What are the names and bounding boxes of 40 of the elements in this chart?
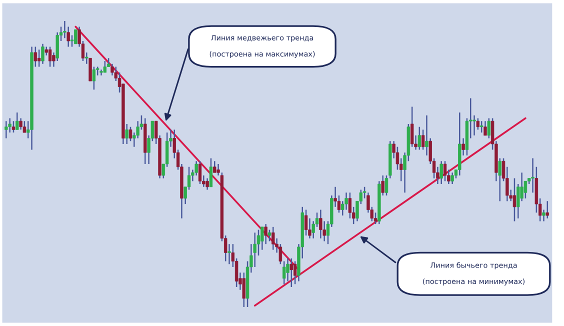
candlestick — [542, 209, 546, 222]
candlestick — [16, 112, 19, 130]
candlestick — [48, 46, 52, 68]
candlestick — [440, 160, 443, 185]
candlestick — [472, 114, 476, 136]
candlestick — [228, 243, 231, 265]
candlestick — [487, 118, 490, 139]
candlestick — [462, 138, 465, 156]
candlestick — [480, 120, 484, 134]
candlestick — [103, 60, 107, 74]
candlestick — [282, 260, 286, 285]
candlestick — [290, 258, 294, 288]
candlestick — [304, 209, 308, 236]
candlestick — [319, 209, 322, 239]
candlestick — [272, 226, 275, 250]
candlestick — [512, 178, 516, 222]
candlestick — [37, 48, 41, 68]
candlestick — [268, 229, 272, 242]
candlestick — [484, 120, 487, 136]
candlestick — [85, 52, 88, 65]
candlestick — [293, 260, 297, 285]
candlestick — [242, 272, 246, 308]
candlestick — [450, 172, 454, 185]
candlestick — [546, 200, 549, 219]
candlestick — [125, 123, 128, 145]
candlestick — [34, 46, 38, 68]
candlestick — [206, 178, 209, 190]
candlestick — [41, 43, 44, 65]
candlestick — [74, 28, 78, 44]
candlestick — [264, 223, 268, 245]
candlestick — [12, 120, 16, 134]
candlestick — [92, 66, 96, 90]
candlestick — [19, 118, 22, 130]
candlestick — [213, 160, 216, 174]
candlestick — [418, 126, 422, 150]
candlestick — [198, 160, 202, 185]
candlestick — [443, 160, 447, 182]
candlestick — [209, 158, 213, 188]
candlestick — [425, 114, 428, 156]
candlestick — [4, 120, 8, 139]
